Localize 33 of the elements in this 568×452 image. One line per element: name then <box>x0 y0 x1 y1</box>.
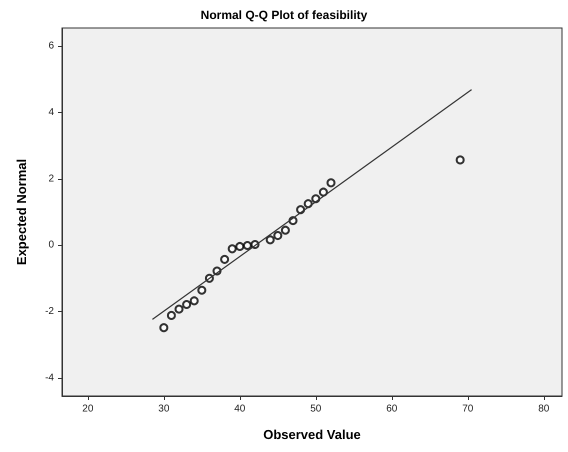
x-tick-label: 50 <box>310 404 322 414</box>
x-tick-label: 80 <box>538 404 550 414</box>
point <box>166 310 176 320</box>
point <box>326 178 336 188</box>
point <box>190 296 199 306</box>
point <box>174 304 184 314</box>
point <box>228 244 237 254</box>
x-tick-label: 40 <box>234 404 246 414</box>
point <box>456 155 465 164</box>
point <box>182 300 192 309</box>
point <box>280 226 290 235</box>
point <box>235 242 244 251</box>
point <box>273 231 282 240</box>
y-tick-label: 4 <box>48 107 54 118</box>
y-tick-label: 6 <box>48 40 54 52</box>
y-tick-label: 0 <box>48 240 54 251</box>
point <box>197 286 206 295</box>
y-tick-label: -2 <box>45 306 54 317</box>
y-tick-label: 2 <box>48 173 54 184</box>
x-axis-title: Observed Value <box>263 427 361 442</box>
point <box>242 240 252 250</box>
x-tick-label: 20 <box>82 404 94 414</box>
chart-title: Normal Q-Q Plot of feasibility <box>200 8 368 22</box>
x-tick-label: 30 <box>158 404 170 414</box>
point <box>159 323 168 332</box>
point <box>266 235 275 244</box>
point <box>318 188 328 197</box>
x-tick-label: 70 <box>462 404 474 414</box>
x-tick-label: 60 <box>386 404 398 414</box>
y-axis-title: Expected Normal <box>14 158 29 266</box>
y-tick-label: -4 <box>45 372 54 384</box>
point <box>220 254 230 264</box>
point <box>304 199 313 208</box>
